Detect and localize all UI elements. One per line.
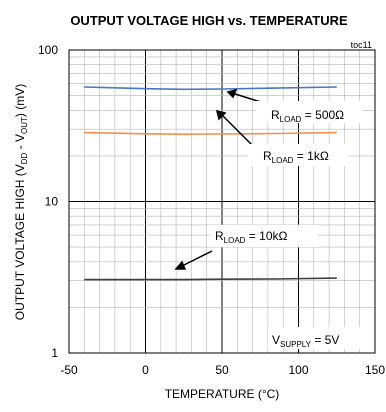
y-axis-label-sub1: DD — [20, 152, 29, 164]
series-lines — [84, 86, 337, 281]
x-tick-label: 0 — [142, 363, 149, 377]
annotation-sub: SUPPLY — [280, 340, 312, 349]
label-1k-rest: = 1kΩ — [293, 149, 328, 163]
y-tick-label: 1 — [51, 346, 58, 360]
x-tick-label: -50 — [60, 363, 78, 377]
chart-title: OUTPUT VOLTAGE HIGH vs. TEMPERATURE — [70, 13, 348, 28]
figure-id: toc11 — [351, 40, 372, 50]
series-line-1 — [84, 131, 337, 136]
y-axis-label: OUTPUT VOLTAGE HIGH (VDD - VOUT) (mV) — [13, 84, 29, 320]
arrow-10k-head — [174, 260, 187, 270]
annotation-vsupply: VSUPPLY = 5V — [272, 333, 339, 349]
label-10k-bg — [210, 225, 318, 247]
annotation-bg — [268, 327, 360, 349]
x-tick-label: 100 — [288, 363, 308, 377]
label-1k-bg — [248, 144, 348, 166]
label-500-main: R — [271, 108, 280, 122]
label-10k-main: R — [215, 229, 224, 243]
label-rload-1k: RLOAD = 1kΩ — [263, 149, 329, 165]
x-tick-label: 50 — [215, 363, 229, 377]
arrow-1k — [221, 114, 254, 147]
y-axis-label-base: OUTPUT VOLTAGE HIGH (V — [13, 164, 27, 320]
x-tick-label: 150 — [365, 363, 385, 377]
label-rload-500: RLOAD = 500Ω — [271, 108, 344, 124]
y-tick-label: 10 — [45, 195, 59, 209]
x-axis-label: TEMPERATURE (°C) — [165, 387, 280, 401]
tick-labels: -50 0 50 100 150 1 10 100 — [38, 43, 385, 377]
y-tick-label: 100 — [38, 43, 58, 57]
arrow-500-head — [226, 88, 238, 99]
label-10k-sub: LOAD — [224, 236, 246, 245]
label-1k-main: R — [263, 149, 272, 163]
series-line-2 — [84, 277, 337, 281]
plot-area — [68, 49, 376, 354]
label-500-rest: = 500Ω — [301, 108, 344, 122]
y-axis-label-mid: - V — [13, 134, 27, 153]
label-500-bg — [256, 101, 363, 123]
arrow-1k-head — [215, 109, 227, 121]
label-500-sub: LOAD — [280, 115, 302, 124]
grid — [69, 50, 375, 353]
y-axis-label-end: ) (mV) — [13, 84, 27, 117]
arrow-10k — [181, 250, 213, 267]
annotation-main: V — [272, 333, 280, 347]
annotation-rest: = 5V — [311, 333, 339, 347]
arrows — [174, 88, 265, 270]
label-1k-sub: LOAD — [272, 156, 294, 165]
label-10k-rest: = 10kΩ — [245, 229, 287, 243]
label-rload-10k: RLOAD = 10kΩ — [215, 229, 287, 245]
y-axis-label-sub2: OUT — [20, 117, 29, 134]
series-line-0 — [84, 86, 337, 91]
